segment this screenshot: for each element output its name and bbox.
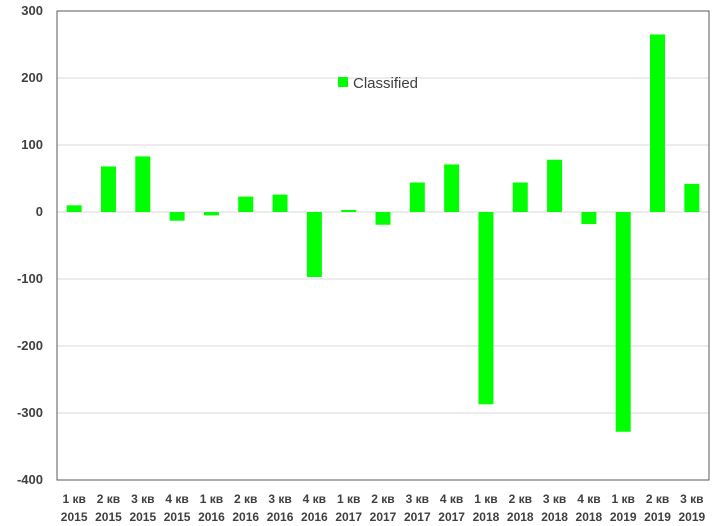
bar xyxy=(547,159,563,212)
y-tick-label: -400 xyxy=(17,472,43,487)
legend-label: Classified xyxy=(353,75,418,92)
bar xyxy=(478,212,494,405)
x-tick-label: 2015 xyxy=(95,510,122,524)
y-tick-label: -300 xyxy=(17,405,43,420)
bar xyxy=(238,196,254,212)
x-tick-label: 2016 xyxy=(198,510,225,524)
x-tick-label: 3 кв xyxy=(543,492,566,506)
y-tick-label: -100 xyxy=(17,271,43,286)
x-tick-label: 1 кв xyxy=(612,492,635,506)
x-tick-label: 2 кв xyxy=(371,492,394,506)
bar xyxy=(100,166,116,212)
x-tick-label: 2015 xyxy=(61,510,88,524)
x-tick-label: 2 кв xyxy=(646,492,669,506)
legend-swatch xyxy=(338,77,348,87)
x-tick-label: 2018 xyxy=(507,510,534,524)
bar xyxy=(375,212,391,225)
x-tick-label: 2015 xyxy=(164,510,191,524)
x-tick-label: 2018 xyxy=(473,510,500,524)
x-tick-label: 4 кв xyxy=(165,492,188,506)
bar xyxy=(272,194,288,212)
x-tick-label: 3 кв xyxy=(268,492,291,506)
x-tick-label: 4 кв xyxy=(303,492,326,506)
bar xyxy=(581,212,597,225)
x-tick-label: 2016 xyxy=(301,510,328,524)
x-tick-label: 2019 xyxy=(644,510,671,524)
x-axis: 1 кв 2015 2 кв 2015 3 кв 2015 4 кв 2015 1 кв 2016… xyxy=(61,492,706,524)
bar xyxy=(169,212,185,221)
bar xyxy=(66,205,82,212)
legend: Classified xyxy=(338,75,418,92)
x-tick-label: 2016 xyxy=(232,510,259,524)
x-tick-label: 2017 xyxy=(404,510,431,524)
x-tick-label: 4 кв xyxy=(577,492,600,506)
x-tick-label: 4 кв xyxy=(440,492,463,506)
x-tick-label: 2015 xyxy=(129,510,156,524)
bar xyxy=(615,212,631,432)
bar xyxy=(135,156,151,212)
x-tick-label: 2019 xyxy=(610,510,637,524)
y-tick-label: 100 xyxy=(21,137,43,152)
x-tick-label: 1 кв xyxy=(200,492,223,506)
plot-area-border xyxy=(56,10,710,481)
gridlines xyxy=(57,77,709,414)
x-tick-label: 2016 xyxy=(267,510,294,524)
x-tick-label: 3 кв xyxy=(131,492,154,506)
x-tick-label: 2 кв xyxy=(509,492,532,506)
bar xyxy=(306,212,322,277)
bars xyxy=(66,34,700,432)
y-tick-label: -200 xyxy=(17,338,43,353)
x-tick-label: 1 кв xyxy=(474,492,497,506)
x-tick-label: 2017 xyxy=(335,510,362,524)
x-tick-label: 2019 xyxy=(678,510,705,524)
x-tick-label: 2017 xyxy=(438,510,465,524)
x-tick-label: 2 кв xyxy=(234,492,257,506)
bar xyxy=(512,182,528,212)
bar xyxy=(444,164,460,212)
x-tick-label: 3 кв xyxy=(406,492,429,506)
bar xyxy=(203,212,219,216)
bar xyxy=(650,34,666,213)
bar xyxy=(409,182,425,212)
bar xyxy=(684,183,700,212)
x-tick-label: 3 кв xyxy=(680,492,703,506)
y-axis: 300 200 100 0 -100 -200 -300 -400 xyxy=(17,3,43,487)
x-tick-label: 2018 xyxy=(576,510,603,524)
x-tick-label: 2017 xyxy=(370,510,397,524)
x-tick-label: 1 кв xyxy=(62,492,85,506)
x-tick-label: 1 кв xyxy=(337,492,360,506)
y-tick-label: 0 xyxy=(36,204,43,219)
y-tick-label: 300 xyxy=(21,3,43,18)
x-tick-label: 2 кв xyxy=(97,492,120,506)
bar xyxy=(341,209,357,212)
x-tick-label: 2018 xyxy=(541,510,568,524)
y-tick-label: 200 xyxy=(21,70,43,85)
